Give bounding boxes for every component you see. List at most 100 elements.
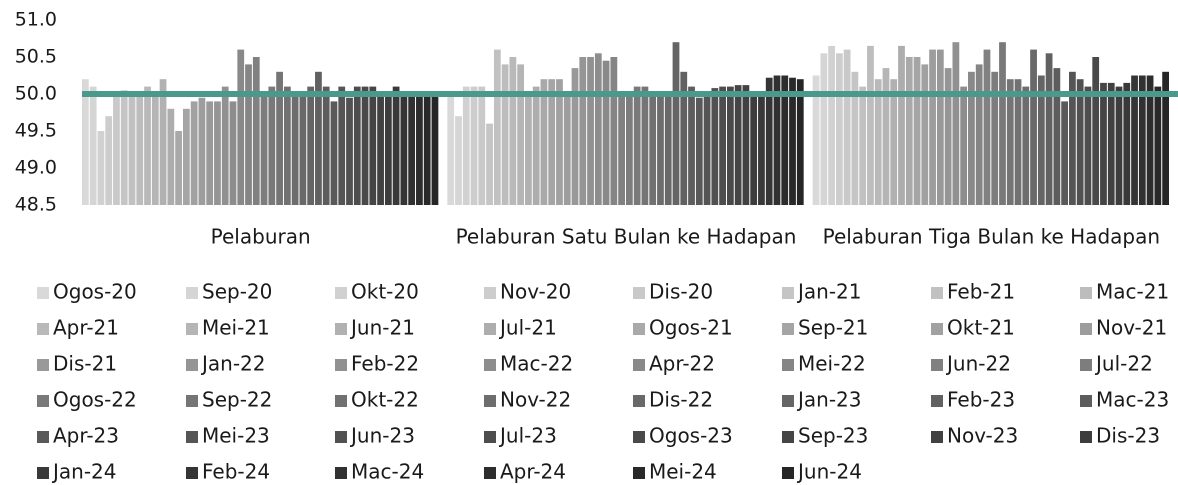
- bar: [641, 86, 649, 205]
- bar: [657, 94, 664, 205]
- bar: [525, 94, 532, 205]
- bar: [1162, 71, 1169, 205]
- bar: [890, 79, 898, 205]
- bar: [229, 101, 237, 205]
- bar: [742, 85, 750, 205]
- legend-swatch: [633, 431, 645, 443]
- y-tick-label: 51.0: [15, 9, 57, 31]
- bar: [136, 94, 144, 205]
- legend-label: Jan-21: [796, 280, 862, 304]
- bar: [82, 79, 89, 205]
- legend-swatch: [633, 359, 645, 371]
- legend-swatch: [931, 395, 943, 407]
- legend-label: Jun-24: [796, 460, 862, 484]
- legend-swatch: [335, 431, 347, 443]
- legend-label: Sep-20: [202, 280, 272, 304]
- legend-label: Apr-22: [649, 352, 715, 376]
- bar: [680, 71, 688, 205]
- y-tick-label: 50.5: [15, 46, 57, 68]
- legend-swatch: [484, 323, 496, 335]
- bar: [260, 94, 268, 205]
- legend-label: Apr-23: [53, 424, 119, 448]
- legend-label: Jan-22: [200, 352, 266, 376]
- legend-swatch: [484, 467, 496, 479]
- bar: [214, 101, 221, 205]
- bar: [719, 86, 726, 205]
- bar: [1084, 86, 1092, 205]
- bar: [97, 131, 105, 205]
- legend-label: Ogos-21: [649, 316, 733, 340]
- legend-swatch: [186, 467, 198, 479]
- bar: [392, 86, 400, 205]
- bar: [765, 77, 773, 205]
- legend-swatch: [484, 431, 496, 443]
- bar: [944, 68, 952, 205]
- x-tick-label: Pelaburan Satu Bulan ke Hadapan: [456, 225, 797, 249]
- bar: [781, 75, 789, 205]
- legend-swatch: [782, 431, 794, 443]
- legend-label: Ogos-22: [53, 388, 137, 412]
- bar: [346, 97, 353, 205]
- bar: [999, 42, 1006, 206]
- legend-label: Sep-22: [202, 388, 272, 412]
- legend-swatch: [37, 467, 49, 479]
- bar: [462, 86, 470, 205]
- y-tick-label: 49.0: [15, 157, 57, 179]
- bar: [478, 86, 486, 205]
- bar: [882, 68, 890, 205]
- legend-swatch: [633, 287, 645, 299]
- legend-label: Jul-21: [498, 316, 557, 340]
- bar: [1154, 86, 1162, 205]
- legend-swatch: [931, 431, 943, 443]
- legend-swatch: [1080, 431, 1092, 443]
- legend-label: Okt-20: [351, 280, 419, 304]
- bar: [540, 79, 548, 205]
- legend-swatch: [782, 467, 794, 479]
- bar: [571, 68, 579, 205]
- bar: [330, 101, 338, 205]
- legend-label: Jul-23: [498, 424, 557, 448]
- bar: [711, 88, 719, 205]
- legend-label: Feb-21: [947, 280, 1015, 304]
- bar: [874, 79, 882, 205]
- legend-swatch: [633, 467, 645, 479]
- bar: [377, 94, 384, 205]
- bar: [501, 64, 509, 206]
- legend-label: Mac-21: [1096, 280, 1169, 304]
- legend-swatch: [633, 323, 645, 335]
- bar: [789, 77, 796, 205]
- bar: [563, 94, 571, 205]
- bar: [245, 64, 252, 206]
- legend-swatch: [931, 323, 943, 335]
- x-tick-label: Pelaburan: [211, 225, 311, 249]
- bar: [1115, 86, 1123, 205]
- bar: [851, 71, 859, 205]
- bar: [649, 94, 657, 205]
- bar: [859, 86, 867, 205]
- bar: [750, 94, 758, 205]
- bar: [579, 57, 587, 205]
- bar: [353, 86, 361, 205]
- legend-label: Jun-22: [945, 352, 1011, 376]
- legend-swatch: [931, 287, 943, 299]
- bar: [991, 71, 999, 205]
- legend-label: Nov-22: [500, 388, 571, 412]
- legend-swatch: [633, 395, 645, 407]
- bar: [1030, 49, 1037, 205]
- legend-swatch: [335, 287, 347, 299]
- bar: [113, 94, 120, 205]
- bar: [1138, 75, 1146, 205]
- bar: [672, 42, 680, 206]
- bar: [1037, 75, 1045, 205]
- legend-swatch: [186, 431, 198, 443]
- legend-swatch: [1080, 395, 1092, 407]
- bar: [1069, 71, 1076, 205]
- bar: [120, 90, 128, 205]
- legend-swatch: [37, 431, 49, 443]
- legend-label: Nov-23: [947, 424, 1018, 448]
- bar: [1100, 82, 1107, 205]
- legend-label: Mac-24: [351, 460, 424, 484]
- bar: [338, 86, 346, 205]
- legend-swatch: [782, 359, 794, 371]
